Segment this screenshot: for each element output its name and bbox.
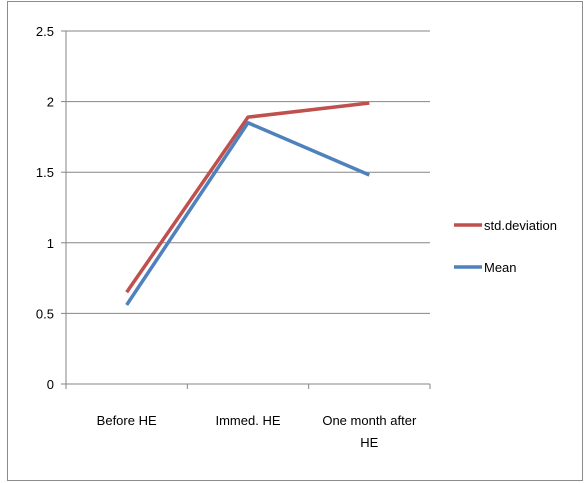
y-tick-label: 2: [47, 95, 54, 110]
legend: std.deviation Mean: [454, 218, 557, 275]
legend-label: std.deviation: [484, 218, 557, 233]
x-tick-label: Immed. HE: [215, 413, 280, 428]
y-tick-label: 0: [47, 377, 54, 392]
chart-frame: [7, 1, 583, 481]
y-tick-label: 1: [47, 236, 54, 251]
y-tick-label: 1.5: [36, 165, 54, 180]
axes: [61, 30, 431, 389]
series-lines: [125, 101, 371, 306]
series-line-std-deviation: [125, 101, 370, 294]
x-tick-labels: Before HE Immed. HE One month after HE: [97, 413, 417, 450]
series-line-mean: [125, 121, 371, 306]
y-tick-label: 2.5: [36, 24, 54, 39]
x-tick-label: Before HE: [97, 413, 157, 428]
gridlines: [66, 30, 430, 314]
legend-label: Mean: [484, 260, 517, 275]
x-tick-label: One month after HE: [322, 413, 417, 450]
y-tick-labels: 0 0.5 1 1.5 2 2.5: [36, 24, 54, 392]
y-tick-label: 0.5: [36, 306, 54, 321]
